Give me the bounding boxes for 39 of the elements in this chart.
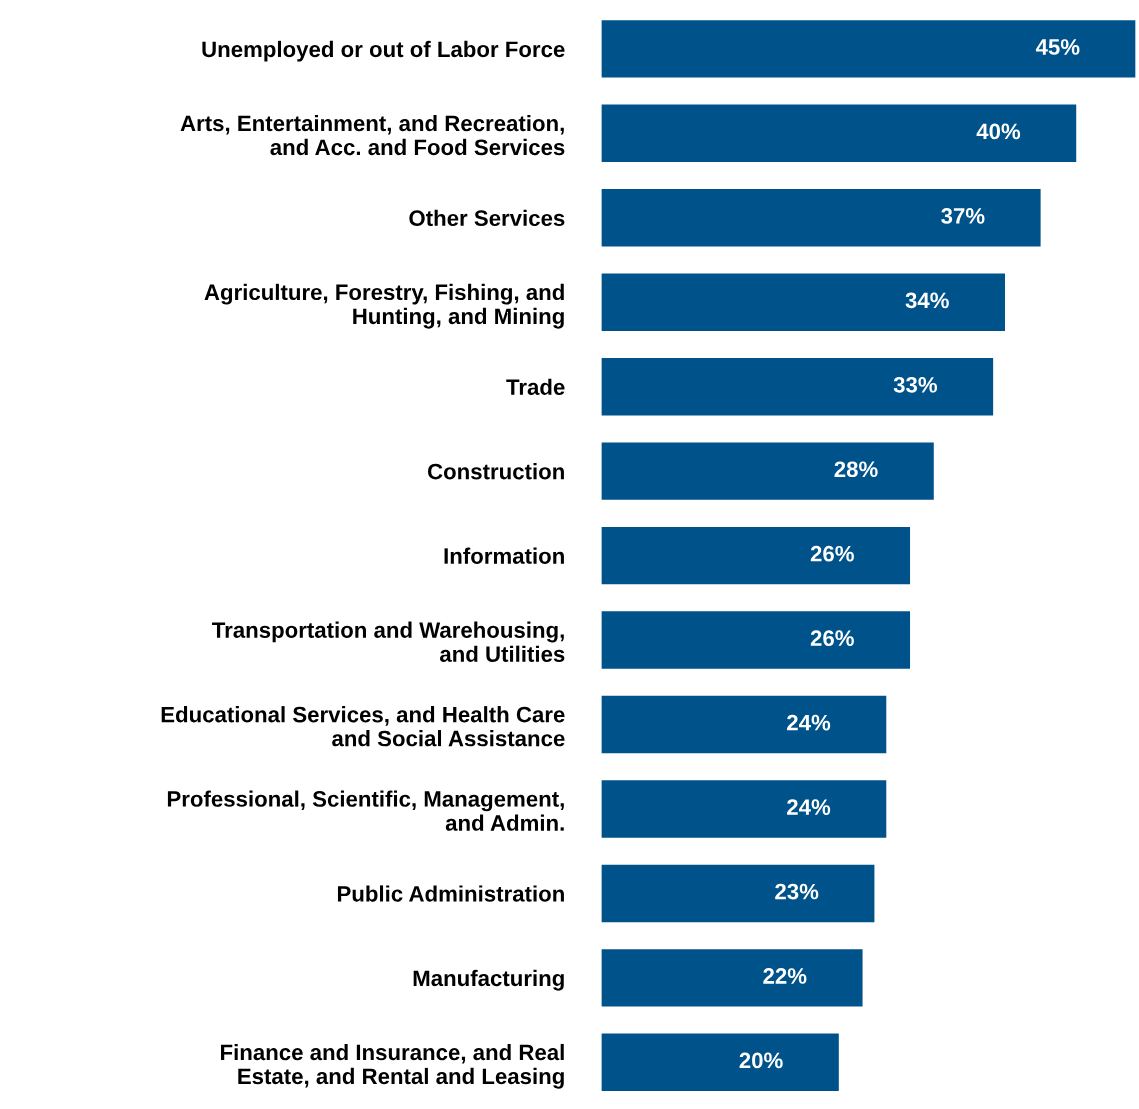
bar [601, 189, 1041, 247]
data-label: 45% [1035, 39, 1080, 55]
data-label: 23% [775, 883, 819, 900]
data-label: 20% [739, 1052, 783, 1069]
bar [601, 273, 1005, 331]
bar [601, 357, 994, 416]
bar [601, 20, 1136, 78]
bar [601, 780, 887, 838]
y-tick-label: Arts, Entertainment, and Recreation, and Acc. and Food Services [180, 114, 565, 156]
data-label: 33% [893, 376, 938, 393]
data-label: 40% [976, 123, 1021, 140]
data-label: 37% [941, 208, 985, 224]
data-label: 26% [810, 545, 854, 562]
bar [601, 695, 887, 754]
y-tick-label: Other Services [409, 209, 565, 227]
y-tick-label: Agriculture, Forestry, Fishing, and Hunting, and Mining [204, 283, 564, 329]
y-tick-label: Transportation and Warehousing, and Utilities [212, 621, 565, 662]
y-tick-label: Information [444, 547, 564, 564]
data-label: 34% [905, 292, 949, 309]
y-tick-label: Trade [506, 378, 565, 395]
y-tick-label: Manufacturing [413, 969, 564, 991]
data-label: 26% [810, 630, 854, 647]
data-label: 24% [787, 799, 831, 815]
data-label: 22% [763, 968, 807, 984]
data-label: 28% [834, 461, 878, 478]
y-tick-label: Finance and Insurance, and Real Estate, and Rental and Leasing [221, 1043, 564, 1089]
bar [601, 1033, 839, 1092]
y-tick-label: Public Administration [337, 885, 564, 902]
bar [601, 104, 1077, 163]
bar [601, 611, 911, 669]
y-tick-label: Educational Services, and Health Care and Social Assistance [161, 706, 565, 747]
data-label: 24% [787, 714, 831, 731]
bar [601, 864, 875, 923]
y-tick-label: Unemployed or out of Labor Force [202, 40, 565, 62]
y-tick-label: Construction [427, 463, 564, 480]
bar [601, 442, 934, 500]
y-tick-label: Professional, Scientific, Management, and Admin. [167, 790, 564, 831]
bar [601, 526, 911, 585]
bar [601, 949, 863, 1007]
